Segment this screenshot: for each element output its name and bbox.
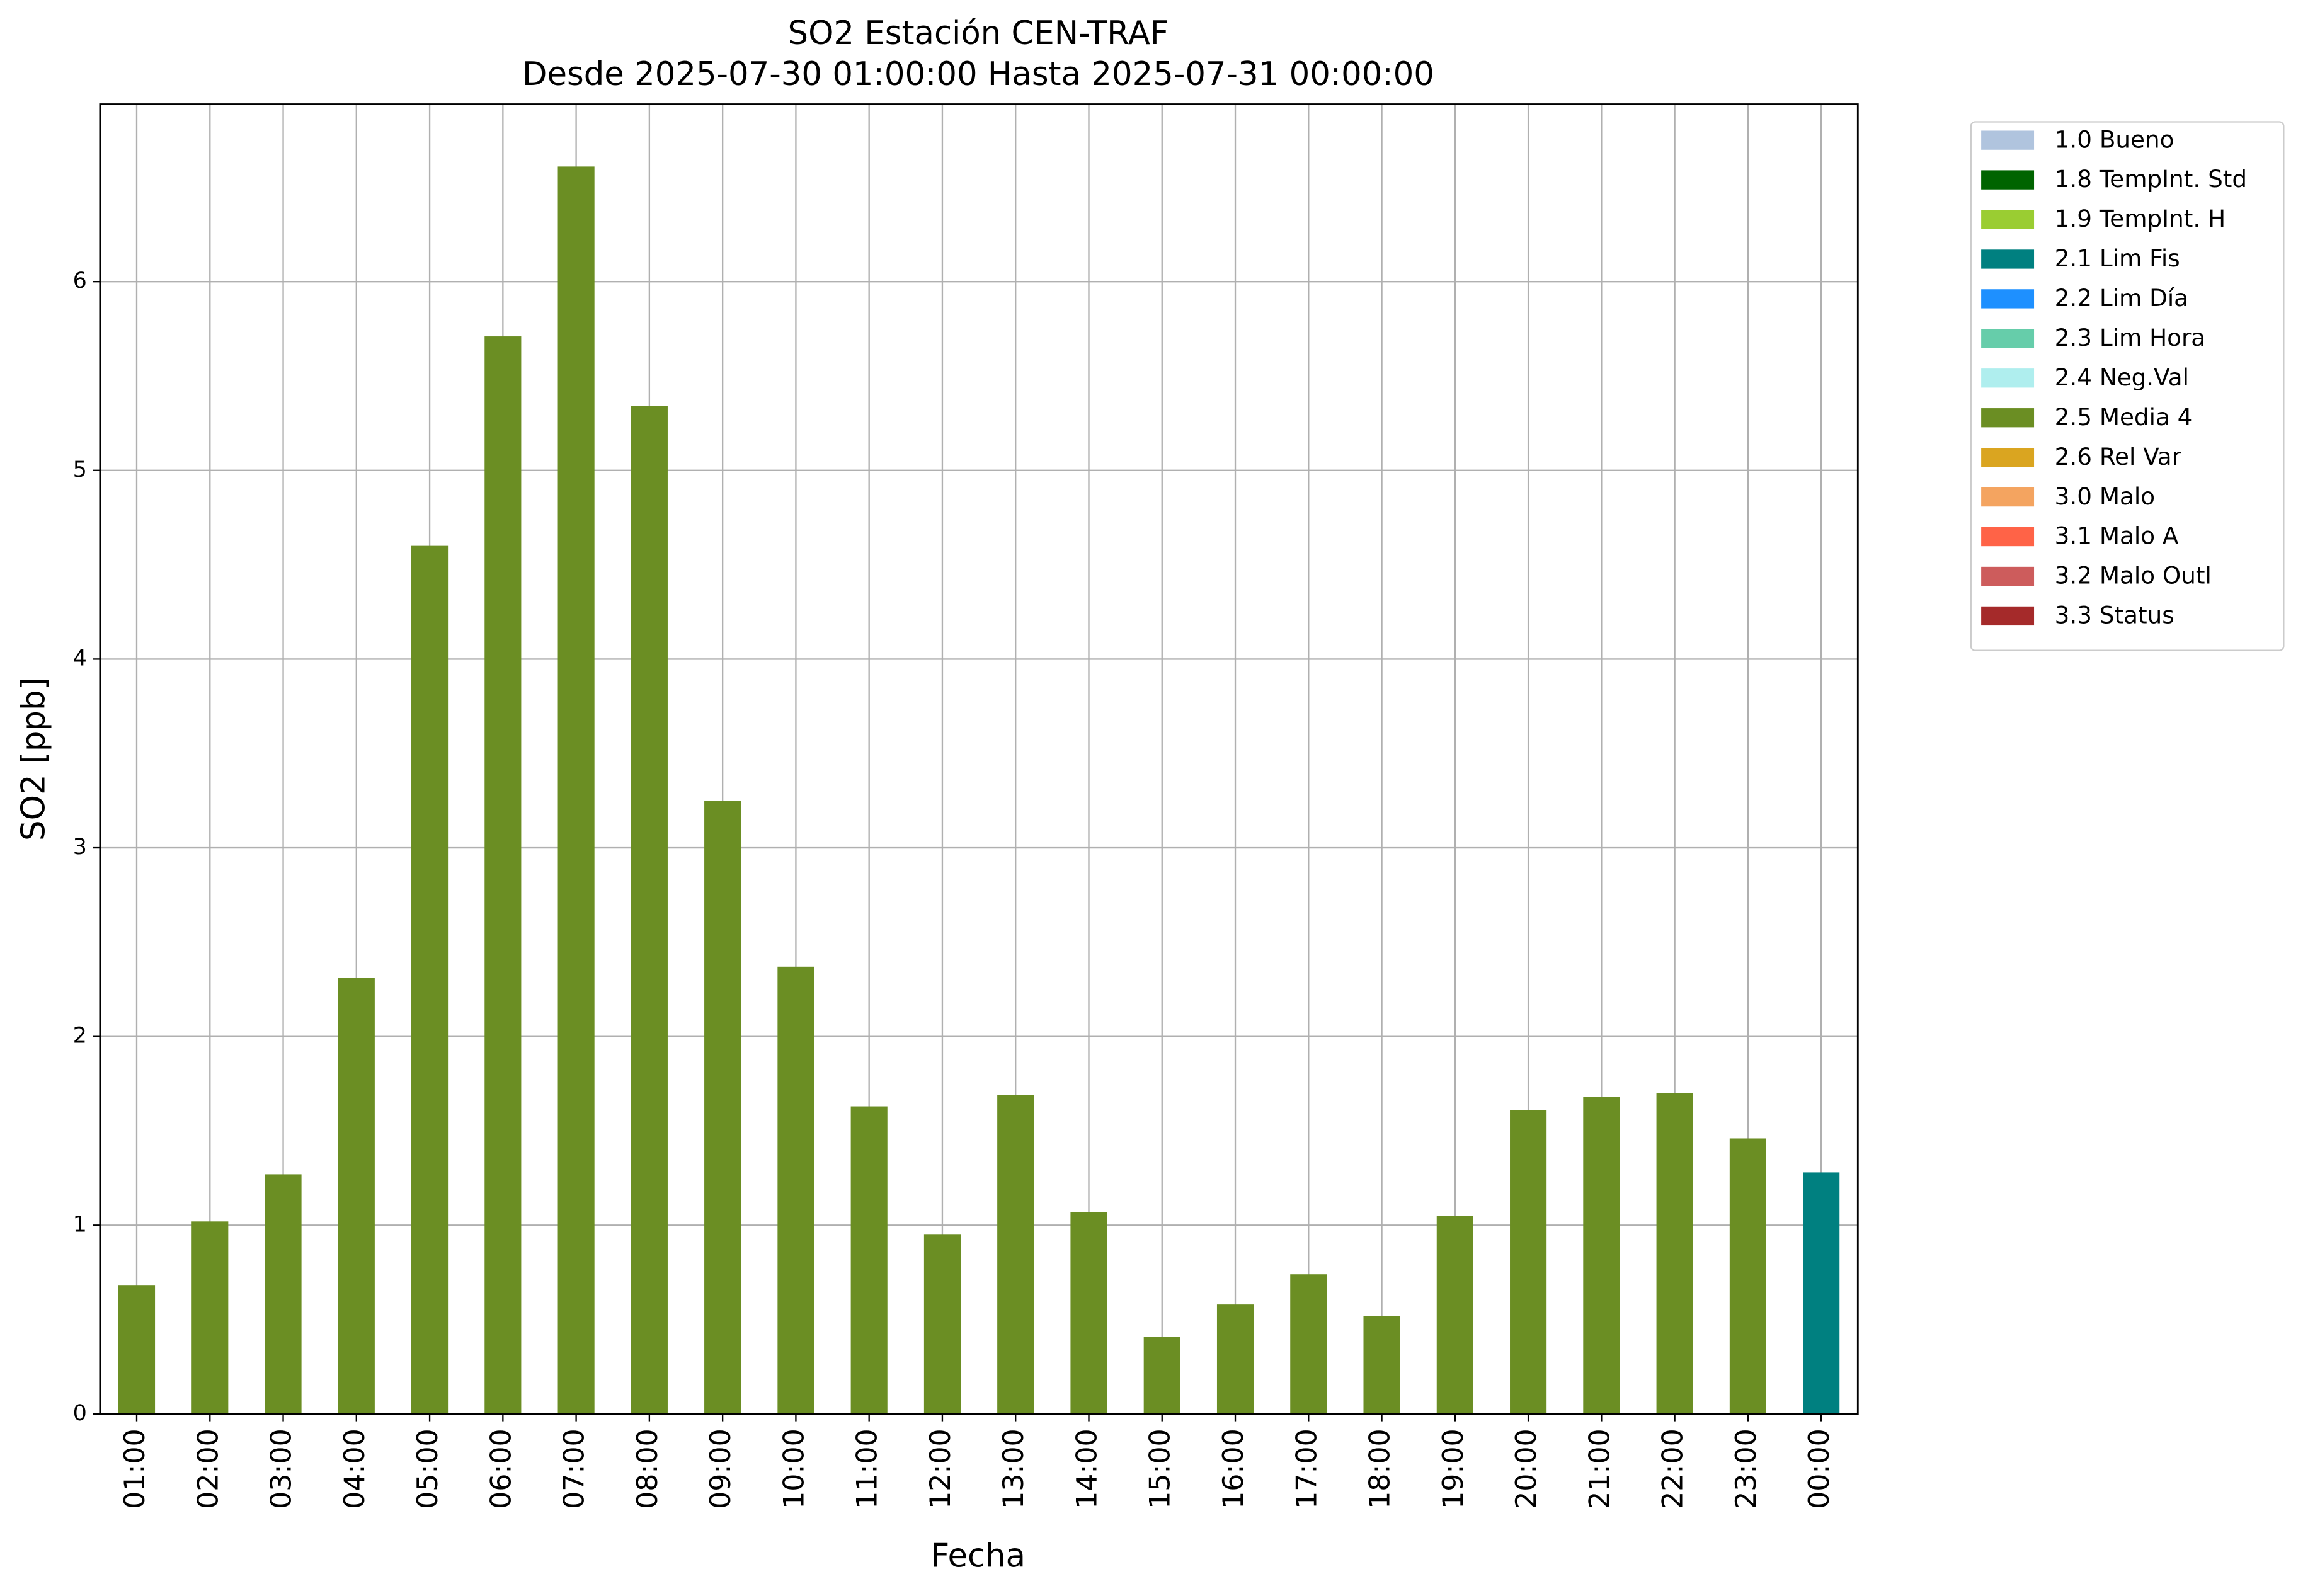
bar xyxy=(631,406,668,1414)
legend-label: 3.3 Status xyxy=(2055,601,2174,629)
bar xyxy=(923,1234,961,1414)
legend-label: 3.2 Malo Outl xyxy=(2055,562,2212,590)
y-tick-label: 5 xyxy=(73,457,87,482)
legend-swatch xyxy=(1981,249,2035,269)
legend-box xyxy=(1970,121,2285,651)
bar xyxy=(557,166,595,1414)
bar xyxy=(1803,1172,1840,1414)
chart-subtitle: Desde 2025-07-30 01:00:00 Hasta 2025-07-… xyxy=(522,55,1434,93)
legend-swatch xyxy=(1981,289,2035,309)
legend-swatch xyxy=(1981,448,2035,467)
x-tick-label: 21:00 xyxy=(1584,1428,1616,1509)
bar xyxy=(1436,1216,1473,1414)
bar xyxy=(191,1221,229,1414)
bar xyxy=(338,978,375,1414)
x-tick-label: 23:00 xyxy=(1730,1428,1763,1509)
bar xyxy=(1363,1316,1400,1414)
legend-swatch xyxy=(1981,170,2035,190)
x-tick-label: 14:00 xyxy=(1071,1428,1103,1509)
legend-label: 2.6 Rel Var xyxy=(2055,443,2182,470)
legend-swatch xyxy=(1981,606,2035,626)
bar xyxy=(484,336,522,1414)
y-tick-label: 1 xyxy=(73,1212,87,1237)
y-tick-label: 3 xyxy=(73,835,87,860)
y-tick-label: 4 xyxy=(73,646,87,671)
bar xyxy=(1290,1274,1327,1414)
x-tick-label: 22:00 xyxy=(1657,1428,1689,1509)
bar xyxy=(1216,1304,1254,1414)
x-tick-label: 07:00 xyxy=(559,1428,591,1509)
bar xyxy=(1143,1337,1180,1414)
x-tick-label: 18:00 xyxy=(1364,1428,1397,1509)
legend-swatch xyxy=(1981,329,2035,348)
bar xyxy=(1656,1093,1693,1414)
bar xyxy=(997,1095,1034,1414)
x-tick-label: 00:00 xyxy=(1803,1428,1836,1509)
bar xyxy=(118,1285,156,1414)
legend-label: 2.3 Lim Hora xyxy=(2055,324,2205,351)
legend-swatch xyxy=(1981,487,2035,507)
x-tick-label: 02:00 xyxy=(192,1428,224,1509)
x-tick-label: 03:00 xyxy=(266,1428,298,1509)
x-tick-label: 16:00 xyxy=(1218,1428,1250,1509)
bar xyxy=(704,801,741,1414)
x-tick-label: 08:00 xyxy=(632,1428,664,1509)
y-tick-label: 6 xyxy=(73,268,87,294)
bar xyxy=(1070,1212,1107,1414)
legend-swatch xyxy=(1981,210,2035,229)
bar xyxy=(1729,1138,1766,1414)
legend-swatch xyxy=(1981,566,2035,586)
bar xyxy=(411,545,449,1414)
legend-label: 3.1 Malo A xyxy=(2055,522,2179,550)
x-tick-label: 13:00 xyxy=(998,1428,1030,1509)
legend-swatch xyxy=(1981,130,2035,150)
y-tick-label: 2 xyxy=(73,1023,87,1049)
chart-title: SO2 Estación CEN-TRAF xyxy=(788,14,1169,52)
legend-label: 3.0 Malo xyxy=(2055,482,2155,510)
bar xyxy=(1583,1097,1620,1414)
x-tick-label: 17:00 xyxy=(1291,1428,1323,1509)
x-tick-label: 20:00 xyxy=(1511,1428,1543,1509)
legend-swatch xyxy=(1981,408,2035,428)
x-tick-label: 04:00 xyxy=(339,1428,371,1509)
x-tick-label: 09:00 xyxy=(705,1428,737,1509)
legend-label: 2.5 Media 4 xyxy=(2055,403,2193,431)
x-tick-label: 05:00 xyxy=(412,1428,444,1509)
x-tick-label: 19:00 xyxy=(1437,1428,1470,1509)
x-axis-label: Fecha xyxy=(931,1537,1026,1575)
legend-label: 1.9 TempInt. H xyxy=(2055,205,2226,232)
plot-frame xyxy=(99,103,1859,1415)
legend-label: 1.0 Bueno xyxy=(2055,125,2174,153)
y-axis-label: SO2 [ppb] xyxy=(14,678,52,841)
x-tick-label: 12:00 xyxy=(925,1428,957,1509)
legend-label: 2.1 Lim Fis xyxy=(2055,244,2180,272)
x-tick-label: 10:00 xyxy=(778,1428,810,1509)
bar xyxy=(265,1174,302,1414)
legend-label: 2.2 Lim Día xyxy=(2055,284,2188,312)
y-tick-label: 0 xyxy=(73,1401,87,1426)
x-tick-label: 15:00 xyxy=(1145,1428,1177,1509)
x-tick-label: 01:00 xyxy=(119,1428,151,1509)
legend-swatch xyxy=(1981,527,2035,547)
bar xyxy=(1510,1110,1547,1414)
legend-label: 2.4 Neg.Val xyxy=(2055,363,2189,391)
x-tick-label: 11:00 xyxy=(852,1428,884,1509)
bar xyxy=(850,1106,888,1414)
legend-swatch xyxy=(1981,368,2035,388)
legend-label: 1.8 TempInt. Std xyxy=(2055,165,2247,193)
bar xyxy=(777,966,814,1414)
x-tick-label: 06:00 xyxy=(485,1428,517,1509)
